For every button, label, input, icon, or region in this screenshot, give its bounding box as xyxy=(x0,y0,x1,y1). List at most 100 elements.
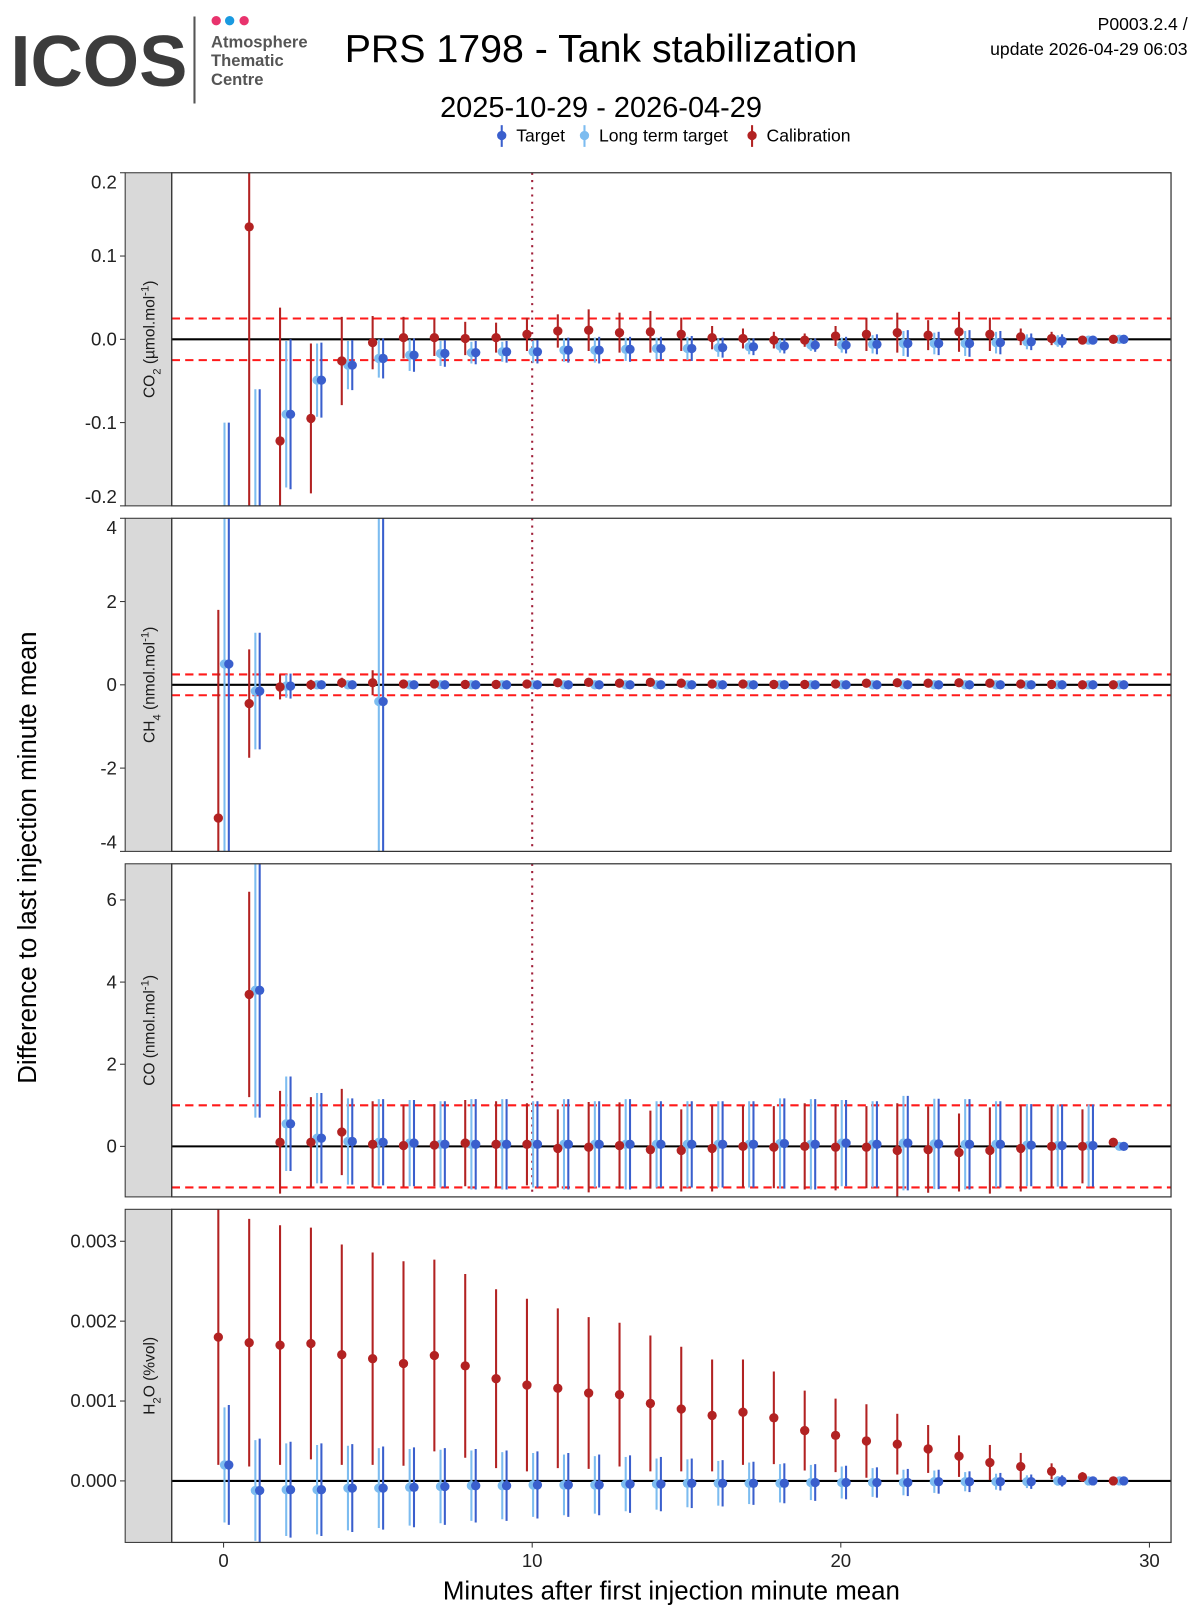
calibration-point xyxy=(275,436,285,446)
calibration-point xyxy=(769,335,779,345)
panel-plot-area xyxy=(171,863,1172,1197)
target-point xyxy=(532,347,543,357)
target-point xyxy=(1057,1140,1067,1151)
target-point xyxy=(779,1138,789,1149)
calibration-point xyxy=(460,1361,470,1371)
calibration-point xyxy=(985,1145,995,1156)
target-point xyxy=(563,345,573,355)
calibration-point xyxy=(707,332,717,343)
strip-unit: (µmol.mol xyxy=(142,296,159,369)
target-point xyxy=(378,1137,388,1147)
legend-label: Long term target xyxy=(599,126,728,146)
calibration-point xyxy=(337,678,347,688)
calibration-point xyxy=(275,1340,285,1350)
facet-strip-label: CO2 (µmol.mol-1) xyxy=(140,281,164,399)
calibration-point xyxy=(1077,680,1088,690)
target-point xyxy=(1119,1141,1129,1152)
calibration-point xyxy=(429,679,440,689)
target-point xyxy=(378,696,388,707)
chart-title: PRS 1798 - Tank stabilization xyxy=(345,27,858,71)
chart-subtitle: 2025-10-29 - 2026-04-29 xyxy=(440,92,762,124)
calibration-point xyxy=(1016,332,1026,342)
calibration-point xyxy=(923,1145,933,1155)
calibration-point xyxy=(892,678,902,688)
legend-label: Calibration xyxy=(767,126,851,146)
calibration-point xyxy=(553,326,563,336)
calibration-point xyxy=(213,1332,223,1342)
calibration-point xyxy=(1077,1141,1088,1152)
target-point xyxy=(255,985,265,995)
legend-key-dot xyxy=(579,130,590,141)
calibration-point xyxy=(1046,1141,1057,1152)
calibration-point xyxy=(1016,1143,1026,1154)
target-point xyxy=(717,1478,728,1488)
calibration-point xyxy=(553,678,563,688)
logo-dot xyxy=(211,16,221,26)
target-point xyxy=(316,1133,327,1143)
calibration-point xyxy=(522,329,532,339)
target-point xyxy=(501,1139,512,1149)
strip-close: ) xyxy=(142,281,159,286)
calibration-point xyxy=(861,678,872,688)
calibration-point xyxy=(954,1147,964,1158)
calibration-point xyxy=(244,222,254,232)
legend-label: Target xyxy=(516,126,565,146)
calibration-point xyxy=(522,1380,532,1390)
calibration-point xyxy=(1046,679,1057,690)
calibration-point xyxy=(676,1404,686,1414)
target-point xyxy=(748,1139,759,1149)
y-tick-label: 0.2 xyxy=(91,171,117,192)
target-point xyxy=(964,1477,975,1487)
calibration-point xyxy=(1108,334,1118,344)
target-point xyxy=(1088,335,1098,345)
calibration-point xyxy=(676,678,686,688)
y-tick-label: 0.002 xyxy=(70,1310,117,1331)
target-point xyxy=(285,681,296,691)
calibration-point xyxy=(954,1451,964,1461)
calibration-point xyxy=(614,327,625,338)
calibration-point xyxy=(1016,679,1026,689)
target-point xyxy=(1057,1476,1067,1486)
calibration-point xyxy=(367,1139,378,1149)
calibration-point xyxy=(614,1389,625,1400)
calibration-point xyxy=(707,1143,717,1154)
y-tick-label: 0.1 xyxy=(91,245,117,266)
calibration-point xyxy=(491,679,501,690)
version-label: P0003.2.4 / xyxy=(1098,14,1188,34)
target-point xyxy=(409,680,419,690)
calibration-point xyxy=(985,678,995,688)
target-point xyxy=(779,1478,789,1488)
target-point xyxy=(563,1480,573,1490)
target-point xyxy=(1026,1477,1036,1487)
target-point xyxy=(316,1485,327,1495)
y-tick-label: -2 xyxy=(100,757,117,778)
target-point xyxy=(1057,680,1067,690)
calibration-point xyxy=(800,1141,810,1152)
target-point xyxy=(656,680,666,690)
target-point xyxy=(748,680,759,690)
target-point xyxy=(563,1139,573,1149)
facet-strip xyxy=(124,517,173,852)
target-point xyxy=(1088,1476,1098,1486)
target-point xyxy=(563,680,573,690)
calibration-point xyxy=(954,327,964,337)
calibration-point xyxy=(306,1338,316,1349)
target-point xyxy=(316,680,327,690)
icos-logo: ICOS Atmosphere Thematic Centre xyxy=(10,16,308,104)
target-point xyxy=(378,353,388,364)
target-point xyxy=(440,1481,450,1492)
calibration-point xyxy=(830,679,841,689)
calibration-point xyxy=(491,1139,501,1149)
strip-sup: -1 xyxy=(140,286,152,296)
calibration-point xyxy=(306,1137,316,1147)
target-point xyxy=(625,1479,635,1489)
target-point xyxy=(717,680,728,690)
y-tick-label: 0.000 xyxy=(70,1470,117,1491)
logo-dot xyxy=(225,16,235,26)
calibration-point xyxy=(769,1142,779,1152)
calibration-point xyxy=(522,679,532,689)
target-point xyxy=(285,1119,296,1129)
target-point xyxy=(964,1139,975,1149)
